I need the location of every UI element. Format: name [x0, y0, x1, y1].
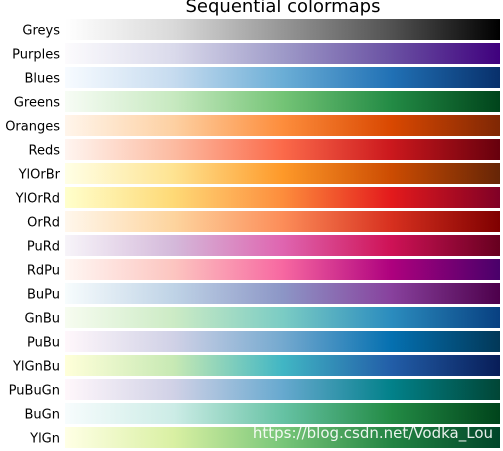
- colormap-bar-pubugn: [65, 379, 500, 400]
- watermark-text: https://blog.csdn.net/Vodka_Lou: [253, 424, 493, 443]
- colormap-label-purples: Purples: [12, 48, 60, 63]
- colormap-bar-ylgn: [65, 427, 500, 448]
- chart-title: Sequential colormaps: [185, 0, 380, 17]
- colormap-label-pubugn: PuBuGn: [9, 384, 60, 399]
- colormap-label-orrd: OrRd: [27, 216, 60, 231]
- colormap-bar-purples: [65, 43, 500, 64]
- colormap-bar-purd: [65, 235, 500, 256]
- colormap-bar-gnbu: [65, 307, 500, 328]
- colormap-label-greens: Greens: [14, 96, 60, 111]
- colormap-bar-oranges: [65, 115, 500, 136]
- colormap-label-bugn: BuGn: [25, 408, 60, 423]
- colormap-label-rdpu: RdPu: [27, 264, 60, 279]
- colormap-bar-bupu: [65, 283, 500, 304]
- colormap-label-blues: Blues: [24, 72, 60, 87]
- colormap-bar-pubu: [65, 331, 500, 352]
- colormap-label-greys: Greys: [22, 24, 60, 39]
- colormap-bar-orrd: [65, 211, 500, 232]
- colormap-label-ylorrd: YlOrRd: [15, 192, 60, 207]
- colormap-bar-greens: [65, 91, 500, 112]
- colormap-bar-reds: [65, 139, 500, 160]
- colormap-rows: Greys Purples Blues Greens Oranges Reds YlOrBr…: [5, 19, 500, 448]
- colormap-label-purd: PuRd: [27, 240, 60, 255]
- colormap-label-gnbu: GnBu: [25, 312, 60, 327]
- colormap-bar-rdpu: [65, 259, 500, 280]
- colormap-label-ylgnbu: YlGnBu: [12, 360, 60, 375]
- colormap-bar-ylgnbu: [65, 355, 500, 376]
- colormap-bar-greys: [65, 19, 500, 40]
- colormap-bar-bugn: [65, 403, 500, 424]
- colormap-bar-ylorbr: [65, 163, 500, 184]
- colormap-label-bupu: BuPu: [27, 288, 60, 303]
- colormap-bar-ylorrd: [65, 187, 500, 208]
- colormap-label-pubu: PuBu: [27, 336, 60, 351]
- colormap-label-reds: Reds: [29, 144, 61, 159]
- colormap-bar-blues: [65, 67, 500, 88]
- colormap-label-ylgn: YlGn: [29, 432, 60, 447]
- colormap-label-oranges: Oranges: [5, 120, 60, 135]
- colormap-label-ylorbr: YlOrBr: [18, 168, 61, 183]
